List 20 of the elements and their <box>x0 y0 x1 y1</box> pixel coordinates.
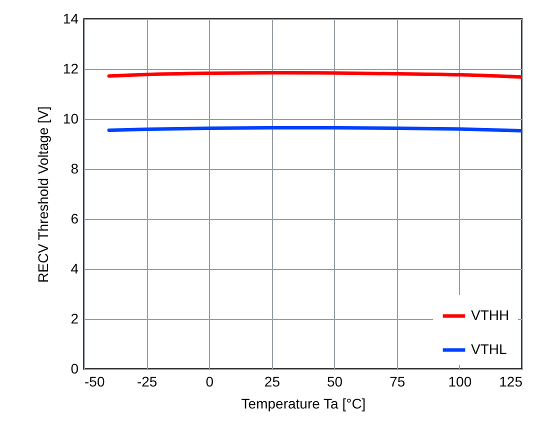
x-tick-label: 100 <box>448 374 472 390</box>
x-tick-label: 125 <box>499 374 523 390</box>
y-tick-label: 14 <box>62 10 79 26</box>
y-tick-label: 2 <box>70 310 79 326</box>
legend-label: VTHH <box>471 307 510 323</box>
y-tick-label: 0 <box>70 360 79 376</box>
legend-label: VTHL <box>471 341 507 357</box>
x-tick-label: 0 <box>206 374 214 390</box>
y-axis-title: RECV Threshold Voltage [V] <box>34 106 51 283</box>
x-tick-label: 75 <box>390 374 406 390</box>
y-tick-label: 8 <box>70 160 79 176</box>
x-tick-label: 25 <box>264 374 280 390</box>
x-tick-label: -50 <box>84 374 105 390</box>
y-tick-label: 6 <box>70 210 79 226</box>
x-tick-label: -25 <box>136 374 158 390</box>
y-tick-label: 12 <box>62 60 79 76</box>
x-tick-label: 50 <box>326 374 343 390</box>
y-tick-label: 10 <box>62 110 79 126</box>
y-tick-label: 4 <box>70 260 79 276</box>
x-axis-title: Temperature Ta [°C] <box>241 396 366 412</box>
